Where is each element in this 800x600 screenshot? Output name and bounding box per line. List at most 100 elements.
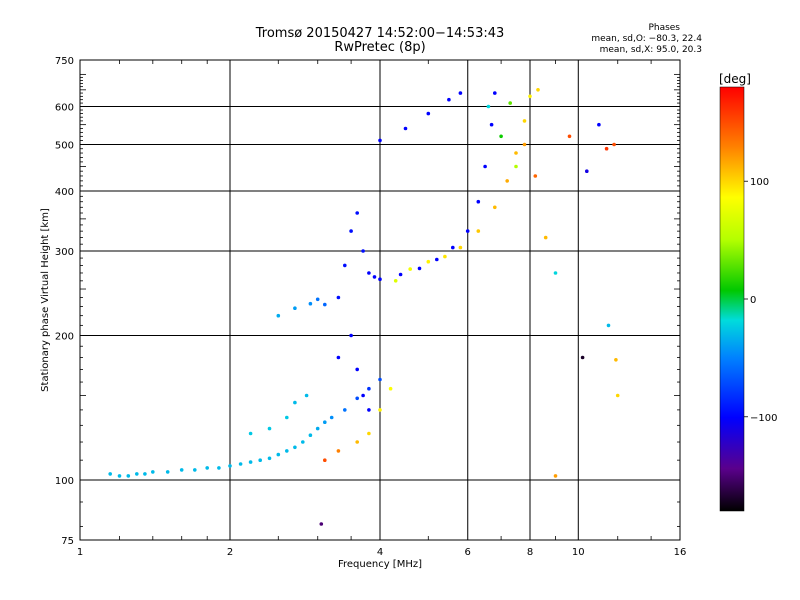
data-point — [483, 164, 487, 169]
data-point — [458, 245, 463, 250]
data-point — [514, 164, 518, 169]
colorbar-label: [deg] — [719, 72, 751, 86]
data-point — [276, 313, 281, 318]
data-point — [567, 134, 572, 139]
x-tick-label: 2 — [227, 547, 233, 558]
data-point — [304, 393, 309, 398]
y-tick-labels: 75 100 200 300 400 500 600 750 — [55, 56, 74, 547]
data-point — [543, 235, 548, 240]
data-point — [553, 271, 558, 275]
data-point — [465, 229, 470, 233]
data-point — [614, 358, 618, 362]
colorbar-ticks: 100 0 −100 — [744, 177, 777, 424]
data-point — [349, 229, 353, 233]
data-point — [355, 396, 360, 401]
data-points — [108, 88, 620, 526]
data-point — [447, 97, 451, 102]
data-point — [505, 179, 510, 183]
data-point — [458, 91, 463, 95]
data-point — [285, 449, 289, 453]
x-tick-label: 1 — [77, 547, 83, 558]
data-point — [343, 408, 347, 412]
data-point — [378, 377, 382, 382]
y-axis-label: Stationary phase Virtual Height [km] — [40, 208, 51, 392]
data-point — [135, 472, 139, 476]
data-point — [522, 142, 527, 147]
data-point — [355, 440, 360, 444]
data-point — [499, 134, 503, 139]
data-point — [108, 472, 112, 476]
x-tick-label: 16 — [674, 547, 687, 558]
data-point — [372, 275, 377, 279]
data-point — [258, 458, 263, 463]
data-point — [476, 229, 481, 233]
data-point — [612, 142, 616, 147]
data-point — [493, 205, 497, 210]
data-point — [493, 91, 497, 95]
data-point — [248, 431, 253, 436]
data-point — [378, 408, 382, 412]
chart-subtitle: RwPretec (8p) — [334, 40, 426, 55]
data-point — [343, 263, 347, 268]
data-point — [443, 254, 447, 259]
phases-legend-title: Phases — [648, 23, 680, 33]
data-point — [367, 431, 371, 436]
data-point — [151, 470, 155, 474]
data-point — [486, 104, 491, 109]
data-point — [143, 472, 147, 476]
data-point — [301, 440, 305, 444]
data-point — [319, 522, 324, 526]
x-tick-labels: 1 2 4 6 8 10 16 — [77, 547, 687, 558]
y-tick-label: 75 — [61, 536, 74, 547]
y-tick-label: 400 — [55, 187, 74, 198]
data-point — [355, 367, 360, 372]
data-point — [489, 122, 494, 127]
data-point — [117, 474, 122, 478]
data-point — [308, 301, 313, 306]
data-point — [435, 257, 439, 262]
data-point — [528, 94, 532, 99]
data-point — [267, 456, 272, 461]
data-point — [293, 400, 297, 405]
data-point — [276, 452, 281, 457]
y-tick-label: 100 — [55, 476, 74, 487]
data-point — [336, 295, 341, 300]
x-tick-label: 10 — [572, 547, 585, 558]
data-point — [417, 266, 422, 271]
data-point — [533, 174, 538, 178]
data-point — [367, 386, 371, 391]
phases-legend-o: mean, sd,O: −80.3, 22.4 — [591, 34, 702, 44]
data-point — [205, 466, 209, 470]
chart-title: Tromsø 20150427 14:52:00−14:53:43 — [255, 26, 505, 41]
y-tick-label: 750 — [55, 56, 74, 67]
colorbar — [719, 86, 745, 512]
data-point — [329, 415, 334, 420]
data-point — [248, 460, 253, 464]
x-axis-label: Frequency [MHz] — [338, 559, 422, 570]
data-point — [323, 458, 327, 463]
data-point — [378, 277, 382, 282]
y-tick-label: 600 — [55, 103, 74, 114]
data-point — [522, 119, 527, 123]
data-point — [238, 462, 243, 466]
data-point — [367, 271, 371, 275]
data-point — [585, 169, 589, 173]
data-point — [408, 267, 413, 271]
data-point — [606, 323, 611, 328]
data-point — [393, 279, 398, 283]
y-tick-label: 200 — [55, 332, 74, 343]
data-point — [536, 88, 540, 92]
data-point — [553, 474, 558, 478]
data-point — [349, 333, 353, 338]
y-tick-label: 500 — [55, 141, 74, 152]
data-point — [476, 199, 481, 204]
data-point — [426, 259, 431, 264]
data-point — [514, 151, 518, 155]
data-point — [615, 393, 620, 398]
data-point — [597, 122, 601, 127]
data-point — [361, 249, 365, 253]
data-point — [217, 466, 221, 470]
data-point — [323, 420, 327, 425]
data-point — [580, 355, 585, 360]
